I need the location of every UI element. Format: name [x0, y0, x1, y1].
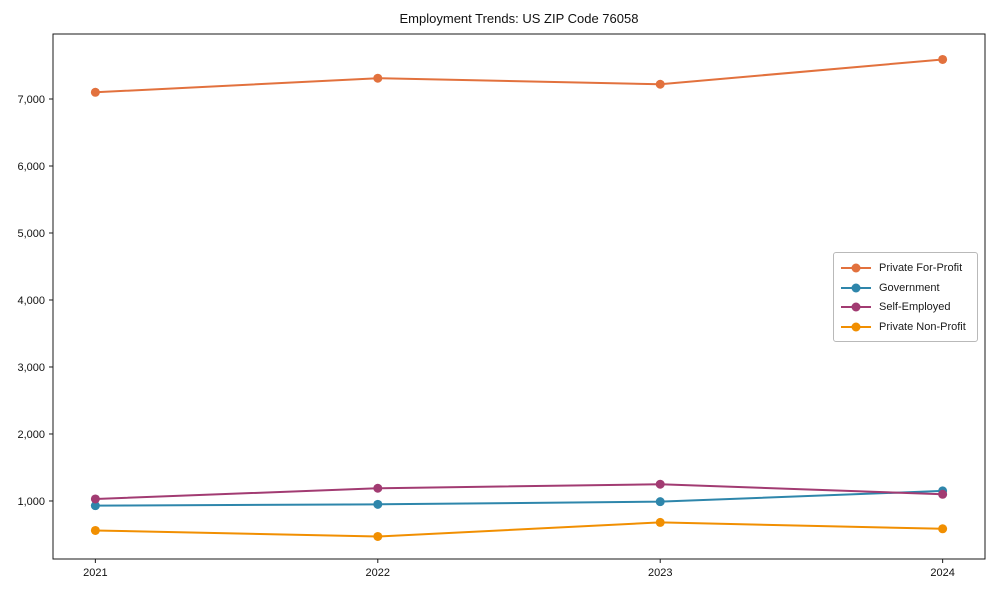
y-tick-label: 5,000 — [17, 228, 45, 240]
data-point-marker — [373, 73, 383, 83]
legend-marker-private-for-profit — [841, 263, 871, 273]
data-point-marker — [90, 501, 100, 511]
chart-title: Employment Trends: US ZIP Code 76058 — [399, 11, 639, 26]
x-tick-label: 2021 — [83, 567, 107, 579]
plot-border — [52, 33, 986, 560]
data-point-marker — [90, 525, 100, 535]
data-point-marker — [655, 517, 665, 527]
y-tick-label: 3,000 — [17, 362, 45, 374]
legend-box: Private For-Profit Government Self-Emplo… — [833, 252, 978, 342]
legend-marker-government — [841, 283, 871, 293]
y-tick-label: 7,000 — [17, 94, 45, 106]
legend-marker-private-non-profit — [841, 322, 871, 332]
x-tick-label: 2023 — [648, 567, 672, 579]
data-point-marker — [655, 497, 665, 507]
legend-label: Self-Employed — [879, 301, 951, 314]
data-point-marker — [90, 494, 100, 504]
series-line-self-employed — [95, 483, 943, 500]
legend-label: Government — [879, 281, 940, 294]
legend-label: Private For-Profit — [879, 261, 963, 274]
legend-label: Private Non-Profit — [879, 321, 966, 334]
legend-item-private-non-profit: Private Non-Profit — [841, 317, 970, 337]
data-point-marker — [938, 489, 948, 499]
legend-marker-self-employed — [841, 302, 871, 312]
x-tick-label: 2024 — [930, 567, 954, 579]
data-point-marker — [373, 531, 383, 541]
data-point-marker — [90, 87, 100, 97]
y-tick-label: 2,000 — [17, 429, 45, 441]
legend-item-self-employed: Self-Employed — [841, 298, 970, 318]
series-line-government — [95, 489, 943, 507]
y-tick-label: 6,000 — [17, 161, 45, 173]
series-line-private-non-profit — [95, 521, 943, 538]
data-point-marker — [655, 479, 665, 489]
data-point-marker — [373, 499, 383, 509]
x-tick-label: 2022 — [366, 567, 390, 579]
legend-item-government: Government — [841, 278, 970, 298]
data-point-marker — [938, 54, 948, 64]
data-point-marker — [655, 79, 665, 89]
data-point-marker — [373, 483, 383, 493]
data-point-marker — [938, 524, 948, 534]
series-line-private-for-profit — [95, 58, 943, 94]
y-tick-label: 1,000 — [17, 496, 45, 508]
y-tick-label: 4,000 — [17, 295, 45, 307]
legend-item-private-for-profit: Private For-Profit — [841, 258, 970, 278]
